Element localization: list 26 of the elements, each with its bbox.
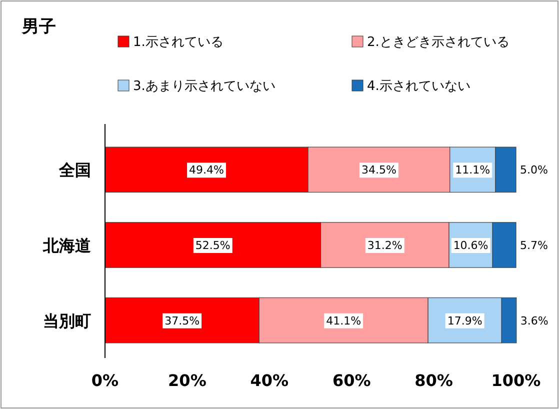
chart-title: 男子 — [21, 17, 56, 37]
x-tick-label: 60% — [332, 371, 371, 390]
y-tick-label: 全国 — [58, 160, 91, 180]
y-tick-label: 当別町 — [43, 311, 91, 330]
x-tick-label: 100% — [491, 371, 541, 390]
legend-label: 2.ときどき示されている — [367, 35, 510, 50]
x-tick-label: 0% — [91, 371, 119, 390]
data-label: 3.6% — [520, 314, 548, 328]
data-label: 49.4% — [189, 164, 224, 177]
data-label: 34.5% — [361, 164, 396, 177]
data-label: 41.1% — [326, 314, 362, 328]
x-tick-label: 40% — [250, 371, 289, 390]
legend-label: 1.示されている — [133, 35, 224, 50]
data-label: 11.1% — [455, 164, 490, 177]
data-label: 31.2% — [367, 239, 402, 252]
data-label: 52.5% — [195, 239, 230, 252]
data-label: 37.5% — [164, 314, 200, 328]
y-tick-label: 北海道 — [42, 236, 92, 255]
legend-label: 3.あまり示されていない — [133, 79, 276, 94]
data-label: 10.6% — [453, 239, 488, 252]
x-tick-label: 20% — [168, 371, 206, 390]
legend-label: 4.示されていない — [367, 79, 470, 94]
data-label: 5.0% — [520, 164, 548, 177]
data-label: 17.9% — [447, 314, 482, 328]
x-tick-label: 80% — [414, 371, 453, 390]
data-label: 5.7% — [520, 239, 548, 252]
